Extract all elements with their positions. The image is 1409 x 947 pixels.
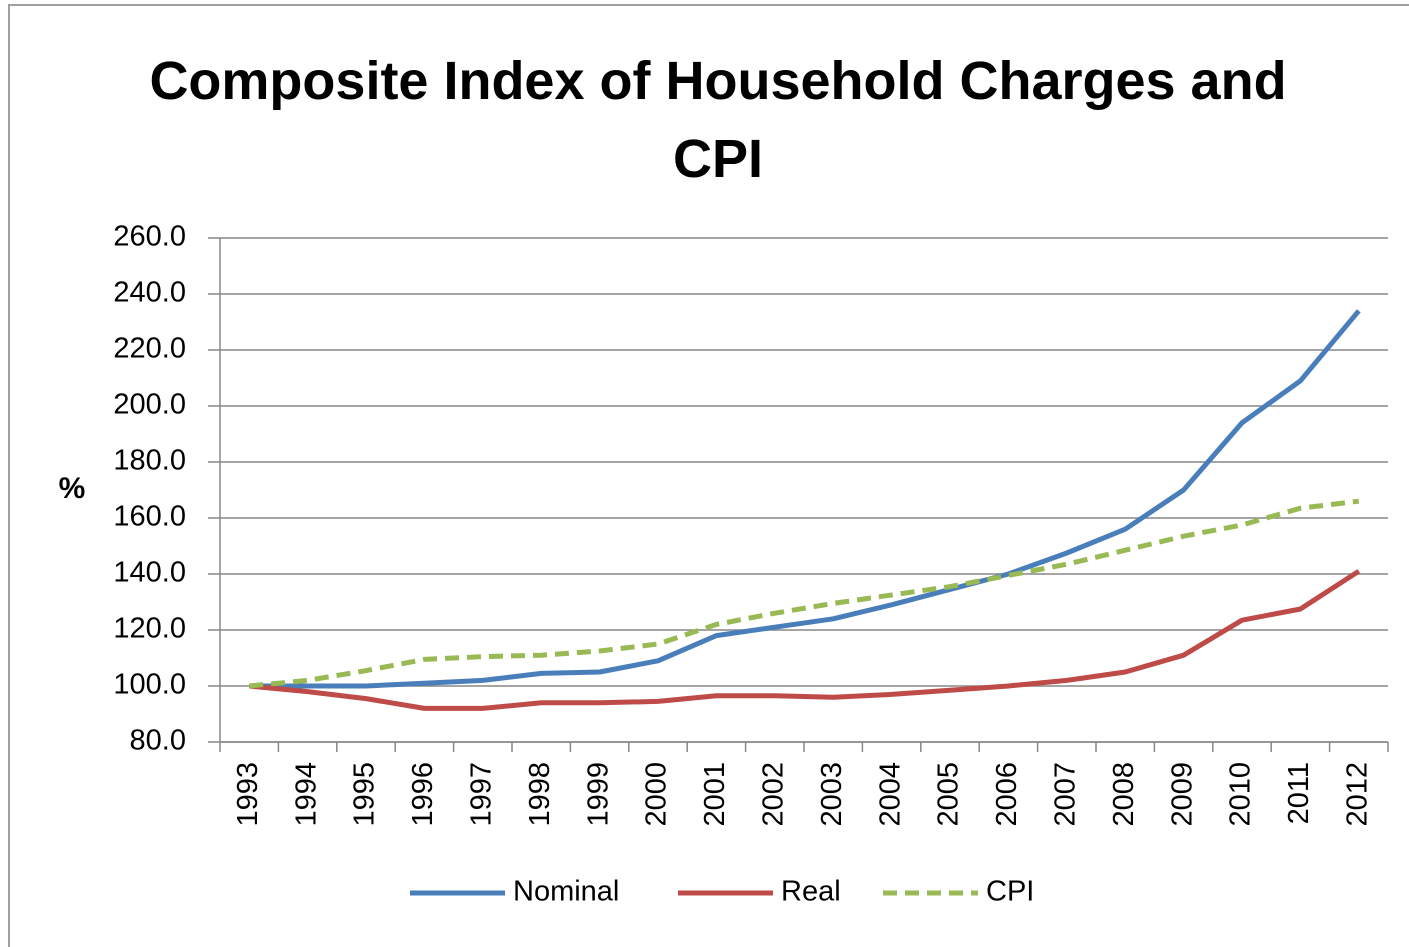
y-tick-label: 120.0 <box>113 613 186 645</box>
x-tick-label: 2006 <box>991 762 1023 827</box>
x-tick-label: 1998 <box>524 762 556 827</box>
x-tick-label: 2002 <box>757 762 789 827</box>
x-tick-label: 2008 <box>1108 762 1140 827</box>
x-tick-label: 1993 <box>232 762 264 827</box>
y-tick-label: 80.0 <box>130 725 186 757</box>
y-axis-label: % <box>59 472 86 505</box>
y-tick-label: 220.0 <box>113 333 186 365</box>
x-tick-label: 2004 <box>874 762 906 827</box>
x-tick-label: 2011 <box>1283 762 1315 824</box>
x-tick-label: 1999 <box>582 762 614 827</box>
y-tick-label: 240.0 <box>113 277 186 309</box>
x-tick-label: 1994 <box>290 762 322 827</box>
legend-label: Nominal <box>513 876 619 908</box>
x-tick-label: 1996 <box>407 762 439 827</box>
y-tick-label: 140.0 <box>113 557 186 589</box>
x-tick-label: 2003 <box>816 762 848 827</box>
y-tick-label: 260.0 <box>113 221 186 253</box>
x-tick-label: 2012 <box>1341 762 1373 827</box>
x-tick-label: 2000 <box>641 762 673 827</box>
chart-title: Composite Index of Household Charges and… <box>149 51 1287 189</box>
y-tick-label: 180.0 <box>113 445 186 477</box>
data-line <box>248 498 1360 689</box>
x-tick-label: 2010 <box>1225 762 1257 827</box>
x-tick-label: 2009 <box>1166 762 1198 827</box>
x-tick-label: 2005 <box>933 762 965 827</box>
y-tick-label: 200.0 <box>113 389 186 421</box>
x-tick-label: 1997 <box>465 762 497 827</box>
data-line <box>249 309 1361 689</box>
x-tick-label: 1995 <box>349 762 381 827</box>
chart-border <box>8 4 1409 947</box>
legend-label: CPI <box>986 876 1034 908</box>
y-tick-label: 160.0 <box>113 501 186 533</box>
x-tick-label: 2007 <box>1049 762 1081 827</box>
x-tick-label: 2001 <box>699 762 731 827</box>
legend-label: Real <box>781 876 841 908</box>
y-tick-label: 100.0 <box>113 669 186 701</box>
data-line <box>248 569 1361 711</box>
